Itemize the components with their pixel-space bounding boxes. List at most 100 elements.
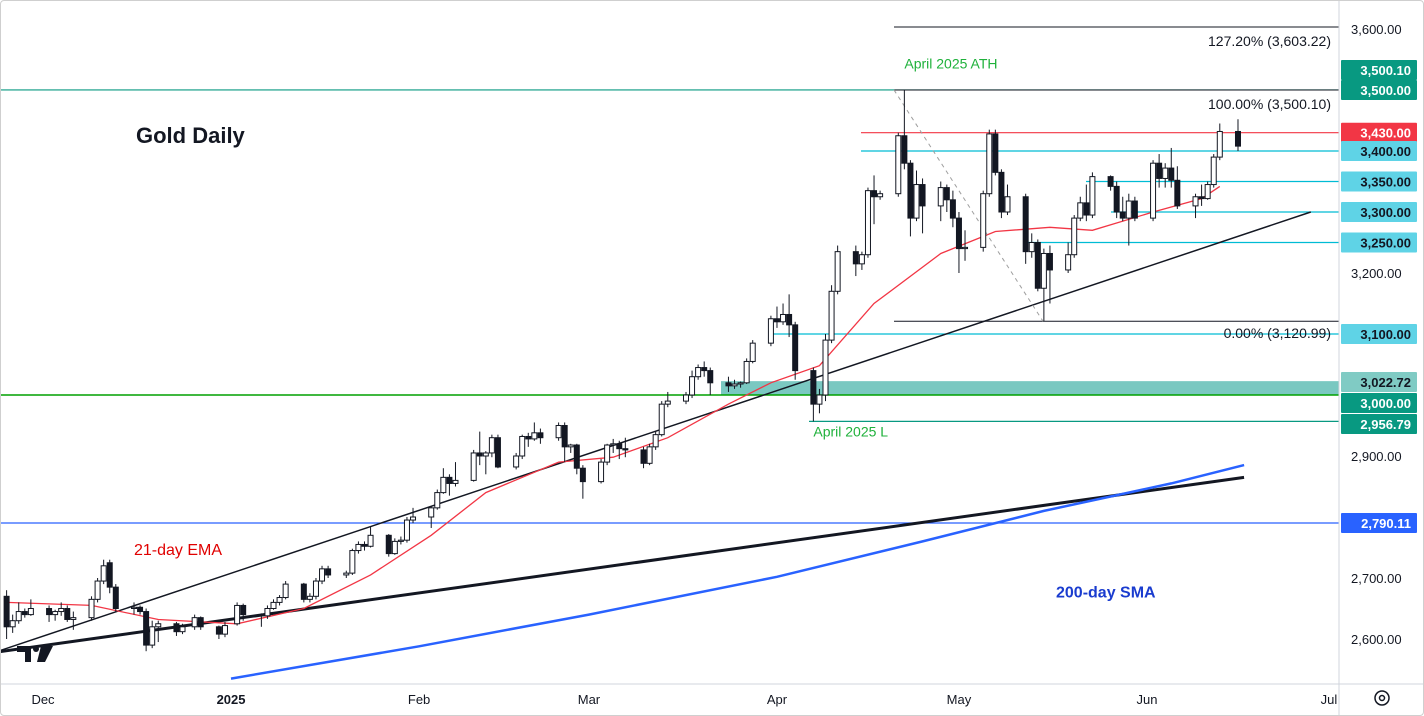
candle: [470, 449, 477, 482]
candle-up: [816, 394, 823, 405]
price-tag: 3,350.00: [1341, 171, 1417, 192]
annotation-label: 21-day EMA: [134, 542, 222, 559]
candle: [531, 422, 538, 441]
price-tag-label: 3,430.00: [1360, 126, 1411, 141]
candle: [319, 565, 326, 585]
y-tick-label: 3,200.00: [1351, 266, 1402, 281]
candle-down: [1131, 200, 1138, 219]
price-tag: 3,250.00: [1341, 232, 1417, 253]
candle-down: [852, 251, 859, 265]
long-trendline: [1, 475, 1245, 654]
candle: [598, 459, 605, 484]
candle-up: [312, 580, 319, 597]
candle-down: [1022, 196, 1029, 253]
candle-down: [792, 324, 799, 372]
price-tag-label: 3,500.10: [1360, 63, 1411, 78]
price-tag-bg: [1341, 171, 1417, 192]
price-tag-label: 3,000.00: [1360, 396, 1411, 411]
candle: [622, 437, 629, 458]
y-tick-label: 2,900.00: [1351, 449, 1402, 464]
candle: [179, 623, 186, 635]
candle: [701, 361, 708, 377]
candle: [1089, 172, 1096, 219]
support-zone: [721, 381, 1339, 395]
candle-down: [3, 595, 10, 628]
candle-down: [361, 543, 368, 547]
candle: [100, 559, 107, 585]
candle: [1107, 175, 1114, 191]
candle-up: [598, 461, 605, 483]
candle: [494, 434, 501, 469]
candle: [1216, 123, 1223, 161]
candle: [573, 443, 580, 475]
candle-down: [725, 382, 732, 387]
candle-down: [943, 187, 950, 201]
candle: [792, 321, 799, 380]
price-tag: 3,500.00: [1341, 80, 1417, 100]
candle: [786, 294, 793, 338]
candle-down: [573, 444, 580, 469]
candle-down: [1034, 242, 1041, 289]
candle: [70, 611, 77, 630]
candle: [828, 285, 835, 344]
candle: [410, 507, 417, 524]
candle-up: [130, 606, 137, 610]
candle: [367, 526, 374, 548]
candle-up: [27, 608, 34, 616]
candle: [1034, 239, 1041, 292]
candle: [1174, 166, 1181, 209]
candle: [604, 443, 611, 466]
candle-up: [1204, 184, 1211, 200]
ema-21-line: [6, 185, 1221, 625]
annotation-label: April 2025 L: [813, 423, 888, 439]
candle: [300, 582, 307, 603]
candle-up: [355, 543, 362, 552]
candle: [877, 190, 884, 200]
candle: [191, 614, 198, 630]
candle: [955, 212, 962, 273]
price-tag-label: 3,100.00: [1360, 327, 1411, 342]
candle-up: [9, 620, 16, 628]
price-tag-label: 3,022.72: [1360, 375, 1411, 390]
candle: [895, 132, 902, 197]
candle-down: [949, 199, 956, 219]
candle: [731, 379, 738, 389]
candle-down: [258, 614, 265, 617]
candle-up: [828, 290, 835, 341]
candle: [1125, 193, 1132, 246]
candle-up: [834, 251, 841, 292]
candle-down: [106, 562, 113, 588]
price-tag-bg: [1341, 372, 1417, 392]
price-tag-bg: [1341, 513, 1417, 534]
candle-up: [780, 313, 787, 323]
candle-down: [786, 313, 793, 326]
steep-trendline: [1, 211, 1312, 652]
candle-up: [646, 446, 653, 464]
candle-down: [300, 583, 307, 600]
candle-down: [173, 623, 180, 633]
candle-up: [604, 444, 611, 463]
candle-up: [70, 617, 77, 620]
candle-up: [877, 193, 884, 198]
candle-up: [319, 568, 326, 582]
candle-up: [519, 435, 526, 457]
x-tick-label: Jul: [1321, 692, 1338, 707]
price-tag: 3,100.00: [1341, 324, 1417, 344]
fib-trend-line: [893, 89, 1044, 322]
candle-down: [955, 217, 962, 250]
price-tag: 3,500.10: [1341, 60, 1417, 80]
candle-down: [1234, 130, 1241, 147]
candle-up: [652, 434, 659, 448]
candle: [325, 565, 332, 578]
gear-icon[interactable]: [1371, 687, 1393, 709]
candle: [1198, 184, 1205, 206]
price-tag: 3,430.00: [1341, 122, 1417, 143]
candle: [434, 489, 441, 510]
price-tag: 3,000.00: [1341, 393, 1417, 413]
candle: [343, 570, 350, 578]
candle-down: [579, 467, 586, 483]
candle-up: [895, 135, 902, 195]
candle-up: [567, 444, 574, 448]
candle-down: [907, 162, 914, 219]
